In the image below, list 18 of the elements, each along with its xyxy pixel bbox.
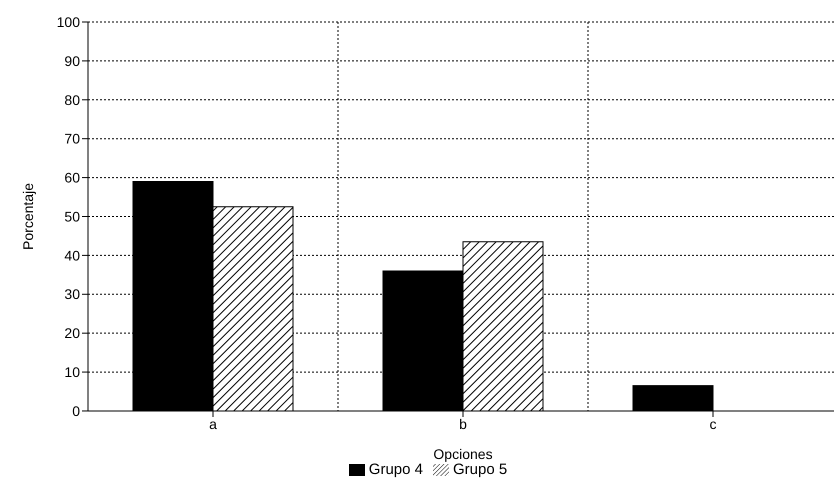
y-tick-label: 30 xyxy=(64,286,80,302)
y-tick-label: 0 xyxy=(72,402,80,419)
y-tick-label: 40 xyxy=(64,247,80,264)
y-tick-label: 50 xyxy=(64,208,80,224)
legend-label: Grupo 5 xyxy=(453,460,508,478)
y-axis-title: Porcentaje xyxy=(20,182,36,250)
y-tick-label: 20 xyxy=(64,325,80,342)
y-tick-label: 100 xyxy=(56,14,80,30)
legend-label: Grupo 4 xyxy=(368,460,423,478)
y-tick-label: 90 xyxy=(64,52,80,69)
y-tick-label: 10 xyxy=(64,364,80,380)
x-tick-label: c xyxy=(710,416,716,432)
x-tick-label: b xyxy=(459,416,468,432)
y-tick-label: 60 xyxy=(64,170,80,186)
x-tick-label: a xyxy=(209,416,218,432)
y-tick-label: 80 xyxy=(64,92,80,108)
x-axis-title: Opciones xyxy=(433,446,493,462)
y-tick-label: 70 xyxy=(64,130,80,147)
